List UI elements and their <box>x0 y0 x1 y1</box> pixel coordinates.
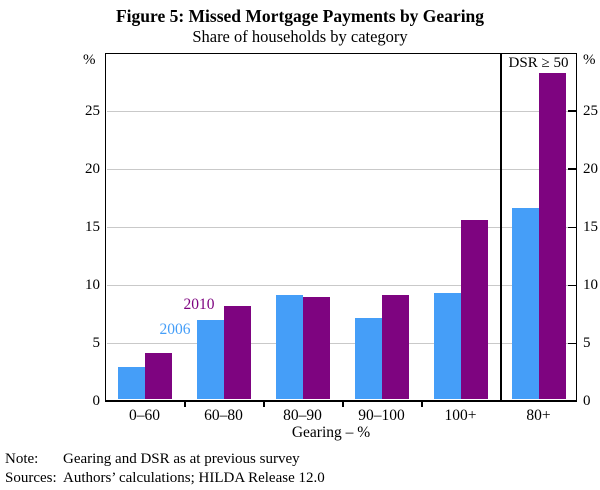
x-tick-mark-1 <box>184 400 186 407</box>
y-tick-label-right-10: 10 <box>583 276 598 293</box>
x-tick-label-80–90: 80–90 <box>283 407 322 424</box>
bar-2006-60–80 <box>196 320 224 400</box>
bar-2006-80+ <box>511 207 539 400</box>
y-tick-label-right-5: 5 <box>583 334 591 351</box>
y-axis-unit-right: % <box>583 52 596 68</box>
bar-2010-80+ <box>538 72 566 400</box>
x-tick-mark-3 <box>342 400 344 407</box>
bar-2006-90–100 <box>354 317 382 400</box>
bar-2006-0–60 <box>117 366 145 400</box>
y-axis-unit-left: % <box>83 52 96 68</box>
bar-2010-60–80 <box>223 306 251 400</box>
x-axis-title: Gearing – % <box>291 424 371 441</box>
bar-2006-100+ <box>433 293 461 400</box>
y-tick-label-left-20: 20 <box>85 160 100 177</box>
bar-2010-90–100 <box>381 294 409 400</box>
series-label-2010: 2010 <box>183 296 215 313</box>
y-tick-label-left-5: 5 <box>92 334 101 351</box>
x-tick-label-100+: 100+ <box>444 407 477 424</box>
bar-2010-0–60 <box>144 352 172 400</box>
x-tick-label-60–80: 60–80 <box>204 407 243 424</box>
sources-label: Sources: <box>5 470 57 486</box>
bar-2006-80–90 <box>275 294 303 400</box>
y-tick-label-right-15: 15 <box>583 218 598 235</box>
bar-2010-80–90 <box>302 296 330 400</box>
y-tick-label-left-15: 15 <box>85 218 100 235</box>
sources-row: Sources: Authors’ calculations; HILDA Rel… <box>5 469 325 487</box>
gridline-20 <box>106 169 576 171</box>
y-tick-label-left-25: 25 <box>85 102 100 119</box>
gridline-25 <box>106 111 576 113</box>
x-tick-mark-2 <box>263 400 265 407</box>
sources-text: Authors’ calculations; HILDA Release 12.… <box>63 470 325 486</box>
series-label-2006: 2006 <box>159 321 191 338</box>
y-tick-label-right-0: 0 <box>583 393 591 409</box>
panel-divider <box>500 53 502 402</box>
y-tick-mark-right-10 <box>567 284 576 287</box>
gridline-10 <box>106 285 576 287</box>
bar-2010-100+ <box>460 220 488 400</box>
y-tick-label-right-25: 25 <box>583 102 598 119</box>
note-row: Note: Gearing and DSR as at previous surv… <box>5 450 300 468</box>
y-tick-label-right-20: 20 <box>583 160 598 177</box>
y-tick-mark-right-15 <box>567 226 576 228</box>
y-tick-mark-right-20 <box>567 168 576 170</box>
right-panel-label: DSR ≥ 50 <box>508 55 569 71</box>
y-tick-label-left-10: 10 <box>85 276 100 293</box>
y-tick-mark-right-25 <box>567 110 576 112</box>
figure-subtitle: Share of households by category <box>192 27 408 46</box>
y-tick-mark-right-5 <box>567 342 576 345</box>
y-tick-label-left-0: 0 <box>92 393 101 409</box>
gridline-15 <box>106 227 576 229</box>
x-tick-mark-4 <box>421 400 423 407</box>
figure-title: Figure 5: Missed Mortgage Payments by Ge… <box>115 6 485 26</box>
x-tick-label-80+: 80+ <box>526 407 551 424</box>
gridline-5 <box>106 343 576 345</box>
note-text: Gearing and DSR as at previous survey <box>63 451 300 467</box>
x-tick-label-90–100: 90–100 <box>358 407 405 424</box>
note-label: Note: <box>5 451 39 467</box>
x-tick-label-0–60: 0–60 <box>129 407 160 424</box>
